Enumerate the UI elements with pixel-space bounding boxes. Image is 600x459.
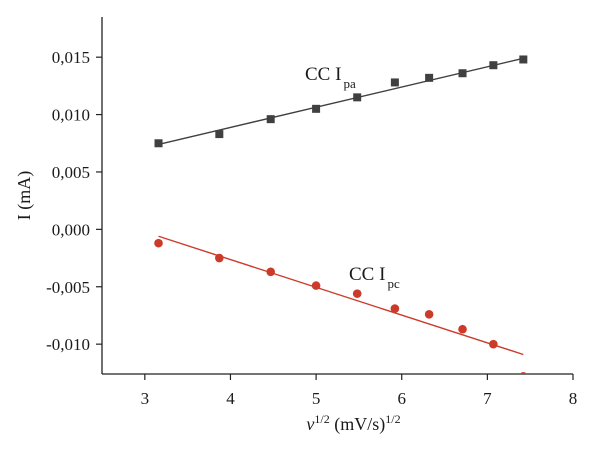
data-point-pc <box>352 289 362 298</box>
x-tick-label: 5 <box>312 389 321 408</box>
data-point-pc <box>424 310 434 319</box>
data-point-pa <box>390 78 399 87</box>
y-tick-label: 0,005 <box>52 163 90 182</box>
y-tick-label: 0,010 <box>52 106 90 125</box>
data-point-pa <box>154 139 163 148</box>
x-tick-label: 4 <box>226 389 235 408</box>
series-label-main: CC I <box>305 64 341 85</box>
x-axis-label-sup: 1/2 <box>314 412 329 426</box>
x-axis-label: v1/2 (mV/s)1/2 <box>306 412 400 435</box>
x-tick-label: 7 <box>483 389 492 408</box>
x-axis-label-unit: (mV/s) <box>330 414 386 435</box>
data-point-pa <box>353 93 362 102</box>
y-axis-label: I (mA) <box>14 171 35 220</box>
data-point-pa <box>458 69 467 78</box>
x-tick-label: 3 <box>141 389 150 408</box>
data-point-pc <box>519 371 527 374</box>
axes-layer: 3 4 5 6 7 8 -0,010 -0,005 0,000 0,005 0,010 0,015 <box>46 17 577 408</box>
data-point-pa <box>215 130 224 139</box>
series-label-sub: pa <box>343 76 356 91</box>
data-point-pc <box>458 324 467 334</box>
data-point-pa <box>519 55 528 64</box>
data-point-pc <box>489 339 498 349</box>
fit-line-pc <box>158 235 524 356</box>
fit-lines-layer <box>158 57 524 356</box>
series-label-sub: pc <box>387 276 400 291</box>
data-point-pc <box>215 253 224 263</box>
y-tick-label: 0,000 <box>52 220 90 239</box>
data-point-pa <box>312 104 321 113</box>
data-point-pc <box>266 267 276 277</box>
data-points-layer <box>154 55 528 374</box>
data-point-pa <box>425 73 434 82</box>
series-label-main: CC I <box>349 264 385 285</box>
x-axis-label-symbol: v <box>306 414 314 434</box>
data-point-pc <box>154 238 163 248</box>
x-axis-label-unit-sup: 1/2 <box>385 412 400 426</box>
x-tick-label: 6 <box>397 389 406 408</box>
y-tick-label: -0,005 <box>46 278 90 297</box>
x-tick-label: 8 <box>569 389 578 408</box>
y-tick-label: 0,015 <box>52 48 90 67</box>
data-point-pc <box>390 304 400 313</box>
y-tick-label: -0,010 <box>46 335 90 354</box>
data-point-pc <box>311 281 321 290</box>
data-point-pa <box>489 61 498 70</box>
data-point-pa <box>266 115 275 124</box>
